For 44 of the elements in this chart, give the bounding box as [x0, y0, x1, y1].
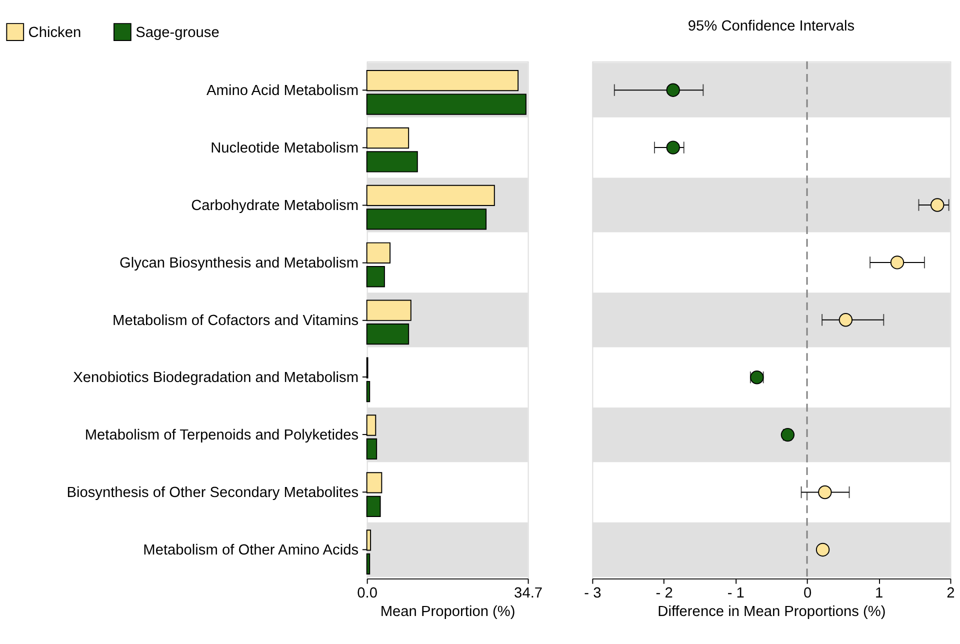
x-tick-label: 1	[875, 585, 884, 602]
legend-label: Sage-grouse	[136, 24, 220, 41]
y-tick-label: Metabolism of Other Amino Acids	[143, 542, 359, 559]
y-tick-label: Metabolism of Terpenoids and Polyketides	[84, 428, 359, 444]
x-tick-label: 0	[803, 585, 812, 602]
x-axis-title: Difference in Mean Proportions (%)	[658, 604, 886, 620]
y-tick-label: Carbohydrate Metabolism	[191, 198, 359, 214]
y-tick-label: Nucleotide Metabolism	[210, 140, 359, 156]
bar	[366, 208, 487, 230]
x-tick-label: - 1	[727, 585, 744, 602]
x-tick-label: - 2	[656, 585, 673, 602]
x-tick-label: 34.7	[514, 585, 543, 602]
bar	[366, 300, 412, 321]
y-tick-label: Amino Acid Metabolism	[206, 82, 359, 99]
point	[780, 428, 795, 442]
point	[818, 485, 832, 500]
point	[930, 198, 944, 212]
bar	[366, 266, 385, 288]
bar	[366, 324, 410, 345]
y-tick-label: Glycan Biosynthesis and Metabolism	[120, 255, 359, 272]
bar	[366, 242, 391, 264]
bar	[366, 151, 418, 172]
y-tick-label: Xenobiotics Biodegradation and Metabolism	[73, 370, 359, 386]
bar	[366, 530, 372, 551]
point	[666, 140, 680, 154]
x-tick-label: 2	[946, 585, 955, 602]
legend-label: Chicken	[28, 24, 82, 41]
y-tick-label: Metabolism of Cofactors and Vitamins	[112, 312, 359, 329]
bar	[366, 496, 381, 518]
bar	[366, 380, 370, 402]
bar	[366, 414, 376, 436]
bar	[366, 472, 382, 494]
bar	[366, 438, 378, 460]
x-tick-label: 0.0	[357, 585, 378, 602]
point	[666, 83, 680, 97]
point	[838, 313, 853, 327]
x-axis-title: Mean Proportion (%)	[380, 604, 516, 620]
bar	[366, 553, 370, 574]
chart-title: 95% Confidence Intervals	[688, 18, 855, 34]
point	[890, 256, 904, 270]
x-tick-label: - 3	[584, 585, 602, 602]
point	[816, 542, 830, 557]
y-tick-label: Biosynthesis of Other Secondary Metabolites	[66, 485, 359, 502]
bar	[366, 127, 410, 149]
